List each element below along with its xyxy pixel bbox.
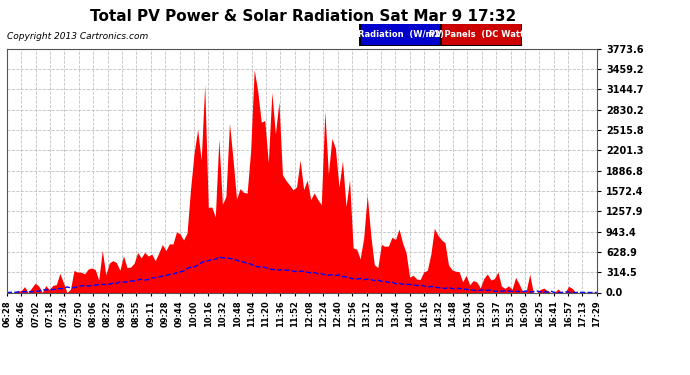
Text: Radiation  (W/m2): Radiation (W/m2) (357, 30, 444, 39)
Text: Copyright 2013 Cartronics.com: Copyright 2013 Cartronics.com (7, 32, 148, 41)
Text: Total PV Power & Solar Radiation Sat Mar 9 17:32: Total PV Power & Solar Radiation Sat Mar… (90, 9, 517, 24)
Text: PV Panels  (DC Watts): PV Panels (DC Watts) (429, 30, 533, 39)
